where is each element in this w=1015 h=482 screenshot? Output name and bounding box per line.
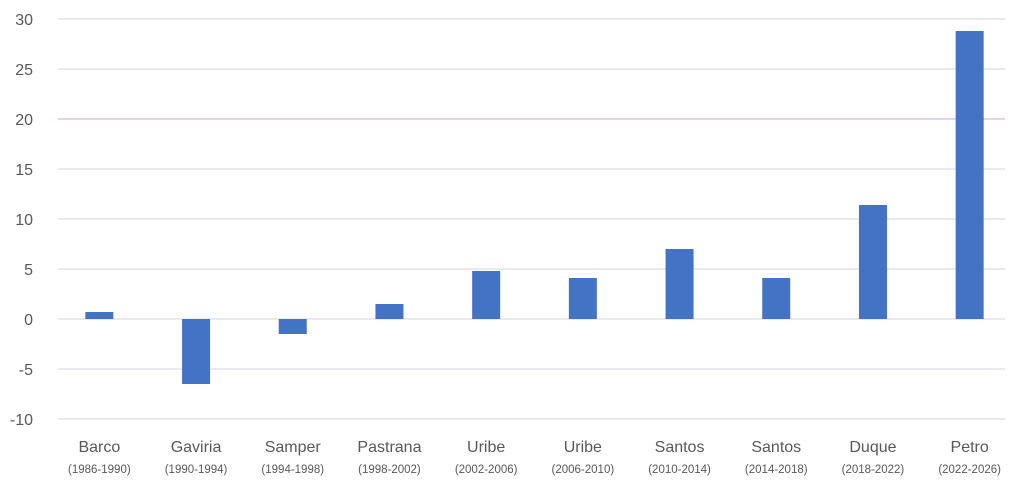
- y-axis-tick-labels: 30 25 20 15 10 5 0 -5 -10: [10, 12, 33, 429]
- x-tick-label-period: (2022-2026): [938, 464, 1001, 476]
- x-tick-label-period: (2018-2022): [842, 464, 905, 476]
- x-tick-label-name: Gaviria: [171, 439, 222, 456]
- x-tick-label-name: Barco: [78, 439, 120, 456]
- bar: [85, 312, 114, 319]
- x-tick-label-name: Samper: [265, 439, 322, 456]
- y-tick-label: -10: [10, 412, 33, 429]
- y-tick-label: 30: [15, 12, 33, 29]
- x-tick-label-period: (2014-2018): [745, 464, 808, 476]
- x-tick-label-period: (1994-1998): [261, 464, 324, 476]
- x-axis-tick-labels: Barco (1986-1990) Gaviria (1990-1994) Samper…: [68, 439, 1001, 476]
- bars: [85, 31, 984, 384]
- x-tick-label-name: Santos: [751, 439, 801, 456]
- y-tick-label: 0: [24, 312, 33, 329]
- bar: [568, 278, 597, 319]
- y-tick-label: 5: [24, 262, 33, 279]
- bar: [182, 319, 211, 384]
- x-tick-label-period: (2010-2014): [648, 464, 711, 476]
- x-tick-label-name: Petro: [951, 439, 989, 456]
- x-tick-label-period: (2002-2006): [455, 464, 518, 476]
- x-tick-label-period: (1998-2002): [358, 464, 421, 476]
- y-tick-label: 15: [15, 162, 33, 179]
- y-tick-label: 10: [15, 212, 33, 229]
- bar: [278, 319, 307, 334]
- y-tick-label: 20: [15, 112, 33, 129]
- bar: [858, 205, 887, 319]
- gridlines: [58, 18, 1005, 420]
- bar: [665, 249, 694, 319]
- x-tick-label-period: (1990-1994): [165, 464, 228, 476]
- bar: [955, 31, 984, 319]
- x-tick-label-name: Uribe: [467, 439, 505, 456]
- x-tick-label-period: (1986-1990): [68, 464, 131, 476]
- x-tick-label-period: (2006-2010): [552, 464, 615, 476]
- x-tick-label-name: Pastrana: [357, 439, 421, 456]
- y-tick-label: 25: [15, 62, 33, 79]
- x-tick-label-name: Santos: [655, 439, 705, 456]
- bar: [472, 271, 501, 319]
- x-tick-label-name: Duque: [849, 439, 896, 456]
- bar: [375, 304, 404, 319]
- x-tick-label-name: Uribe: [564, 439, 602, 456]
- bar: [762, 278, 791, 319]
- y-tick-label: -5: [19, 362, 33, 379]
